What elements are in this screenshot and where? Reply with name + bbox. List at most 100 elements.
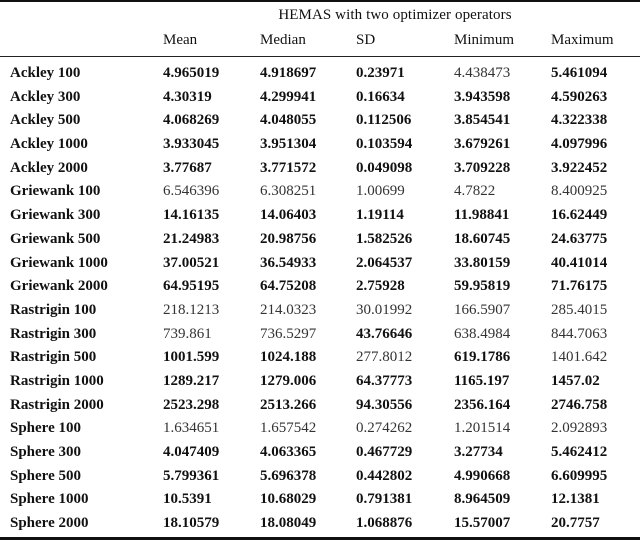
cell-minimum: 3.679261 — [454, 136, 511, 153]
cell-sd: 30.01992 — [356, 301, 413, 318]
cell-maximum: 4.097996 — [551, 136, 608, 153]
cell-sd: 1.068876 — [356, 515, 413, 532]
cell-median: 1024.188 — [260, 349, 317, 366]
cell-median: 4.048055 — [260, 112, 317, 129]
cell-sd: 0.467729 — [356, 444, 413, 460]
cell-median: 4.299941 — [260, 88, 317, 105]
cell-maximum: 3.922452 — [551, 159, 608, 176]
cell-sd: 94.30556 — [356, 396, 413, 413]
row-label: Ackley 1000 — [10, 136, 88, 153]
row-label: Ackley 300 — [10, 88, 81, 105]
row-label: Ackley 2000 — [10, 159, 88, 176]
row-label: Sphere 2000 — [10, 515, 89, 532]
cell-median: 20.98756 — [260, 230, 317, 247]
cell-minimum: 1.201514 — [454, 420, 511, 437]
cell-mean: 5.799361 — [163, 467, 220, 484]
cell-sd: 2.75928 — [356, 278, 405, 295]
cell-maximum: 4.322338 — [551, 112, 608, 129]
cell-minimum: 59.95819 — [454, 278, 511, 295]
cell-minimum: 619.1786 — [454, 349, 511, 366]
cell-minimum: 15.57007 — [454, 515, 511, 532]
row-label: Sphere 500 — [10, 467, 81, 484]
cell-median: 3.951304 — [260, 136, 317, 153]
row-label: Rastrigin 500 — [10, 349, 97, 366]
row-label: Sphere 300 — [10, 444, 81, 460]
cell-mean: 1289.217 — [163, 372, 220, 389]
cell-mean: 6.546396 — [163, 183, 220, 200]
table-row: Sphere 1000 10.5391 10.68029 0.791381 8.9645… — [0, 488, 640, 512]
cell-maximum: 1457.02 — [551, 372, 600, 389]
cell-minimum: 2356.164 — [454, 396, 511, 413]
cell-mean: 218.1213 — [163, 301, 220, 318]
cell-median: 18.08049 — [260, 515, 317, 532]
table-row: Sphere 500 5.799361 5.696378 0.442802 4.9906… — [0, 465, 640, 489]
cell-maximum: 1401.642 — [551, 349, 608, 366]
table-row: Griewank 1000 37.00521 36.54933 2.064537 33.… — [0, 252, 640, 276]
top-rule — [0, 0, 640, 2]
column-header-sd: SD — [356, 32, 376, 48]
cell-sd: 0.23971 — [356, 65, 405, 81]
cell-mean: 1001.599 — [163, 349, 220, 366]
table-row: Ackley 1000 3.933045 3.951304 0.103594 3.679… — [0, 133, 640, 157]
cell-median: 2513.266 — [260, 396, 317, 413]
row-label: Rastrigin 300 — [10, 325, 97, 342]
cell-median: 64.75208 — [260, 278, 317, 295]
cell-minimum: 18.60745 — [454, 230, 511, 247]
row-label: Rastrigin 100 — [10, 301, 97, 318]
cell-minimum: 3.854541 — [454, 112, 511, 129]
cell-sd: 0.103594 — [356, 136, 413, 153]
cell-median: 214.0323 — [260, 301, 317, 318]
cell-mean: 10.5391 — [163, 491, 212, 508]
cell-minimum: 638.4984 — [454, 325, 511, 342]
cell-maximum: 6.609995 — [551, 467, 608, 484]
cell-sd: 1.00699 — [356, 183, 405, 200]
cell-maximum: 8.400925 — [551, 183, 608, 200]
cell-sd: 0.274262 — [356, 420, 413, 437]
table-row: Rastrigin 2000 2523.298 2513.266 94.30556 23… — [0, 394, 640, 418]
cell-maximum: 71.76175 — [551, 278, 608, 295]
cell-sd: 0.442802 — [356, 467, 413, 484]
cell-sd: 1.19114 — [356, 207, 404, 224]
cell-median: 5.696378 — [260, 467, 317, 484]
cell-minimum: 166.5907 — [454, 301, 511, 318]
cell-median: 1.657542 — [260, 420, 317, 437]
row-label: Griewank 300 — [10, 207, 101, 224]
cell-mean: 3.933045 — [163, 136, 220, 153]
cell-mean: 3.77687 — [163, 159, 212, 176]
cell-maximum: 2.092893 — [551, 420, 608, 437]
cell-maximum: 40.41014 — [551, 254, 608, 271]
table-row: Griewank 2000 64.95195 64.75208 2.75928 59.9… — [0, 275, 640, 299]
table-row: Ackley 500 4.068269 4.048055 0.112506 3.8545… — [0, 109, 640, 133]
cell-median: 6.308251 — [260, 183, 317, 200]
row-label: Griewank 1000 — [10, 254, 108, 271]
cell-maximum: 24.63775 — [551, 230, 608, 247]
cell-maximum: 5.462412 — [551, 444, 608, 460]
table-row: Sphere 300 4.047409 4.063365 0.467729 3.2773… — [0, 441, 640, 465]
cell-median: 14.06403 — [260, 207, 317, 224]
cell-mean: 739.861 — [163, 325, 212, 342]
column-header-median: Median — [260, 32, 306, 48]
column-header-mean: Mean — [163, 32, 198, 48]
cell-mean: 37.00521 — [163, 254, 220, 271]
table-row: Ackley 100 4.965019 4.918697 0.23971 4.43847… — [0, 62, 640, 86]
table-row: Rastrigin 300 739.861 736.5297 43.76646 638.… — [0, 323, 640, 347]
table-caption: HEMAS with two optimizer operators — [278, 7, 512, 23]
cell-maximum: 844.7063 — [551, 325, 608, 342]
cell-mean: 4.965019 — [163, 65, 220, 81]
row-label: Rastrigin 2000 — [10, 396, 104, 413]
cell-minimum: 3.943598 — [454, 88, 511, 105]
cell-mean: 21.24983 — [163, 230, 220, 247]
table-row: Rastrigin 100 218.1213 214.0323 30.01992 166… — [0, 299, 640, 323]
column-header-minimum: Minimum — [454, 32, 515, 48]
header-rule — [0, 56, 640, 57]
column-header-row: Mean Median SD Minimum Maximum — [0, 32, 640, 52]
cell-maximum: 12.1381 — [551, 491, 600, 508]
cell-median: 10.68029 — [260, 491, 317, 508]
cell-median: 3.771572 — [260, 159, 317, 176]
cell-mean: 64.95195 — [163, 278, 220, 295]
cell-minimum: 4.438473 — [454, 65, 511, 81]
row-label: Ackley 500 — [10, 112, 81, 129]
cell-mean: 4.068269 — [163, 112, 220, 129]
cell-mean: 2523.298 — [163, 396, 220, 413]
